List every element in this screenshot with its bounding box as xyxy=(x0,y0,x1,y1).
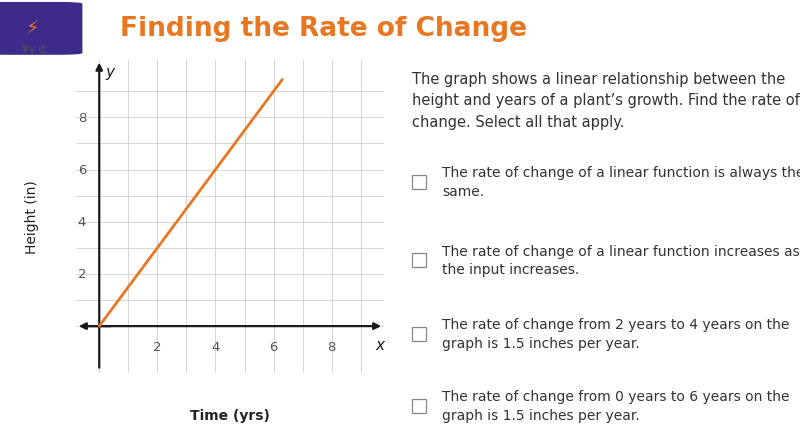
Text: The rate of change from 2 years to 4 years on the
graph is 1.5 inches per year.: The rate of change from 2 years to 4 yea… xyxy=(442,318,790,351)
Text: 4: 4 xyxy=(78,216,86,229)
Text: The graph shows a linear relationship between the
height and years of a plant’s : The graph shows a linear relationship be… xyxy=(412,72,800,130)
Text: 8: 8 xyxy=(78,112,86,125)
FancyBboxPatch shape xyxy=(0,3,82,56)
Text: y: y xyxy=(105,65,114,79)
Text: Height (in): Height (in) xyxy=(25,180,39,254)
Text: 2: 2 xyxy=(78,268,86,281)
Text: The rate of change of a linear function increases as
the input increases.: The rate of change of a linear function … xyxy=(442,244,800,277)
Text: The rate of change of a linear function is always the
same.: The rate of change of a linear function … xyxy=(442,166,800,199)
Text: 4: 4 xyxy=(211,341,220,354)
Text: Finding the Rate of Change: Finding the Rate of Change xyxy=(120,16,527,42)
Text: 2: 2 xyxy=(153,341,162,354)
Text: ⚡: ⚡ xyxy=(26,19,39,38)
Text: 8: 8 xyxy=(327,341,336,354)
Text: Try it: Try it xyxy=(19,45,46,55)
Text: x: x xyxy=(375,337,384,352)
Text: The rate of change from 0 years to 6 years on the
graph is 1.5 inches per year.: The rate of change from 0 years to 6 yea… xyxy=(442,389,790,422)
Text: Time (yrs): Time (yrs) xyxy=(190,408,270,422)
Text: 6: 6 xyxy=(78,164,86,177)
Text: 6: 6 xyxy=(270,341,278,354)
